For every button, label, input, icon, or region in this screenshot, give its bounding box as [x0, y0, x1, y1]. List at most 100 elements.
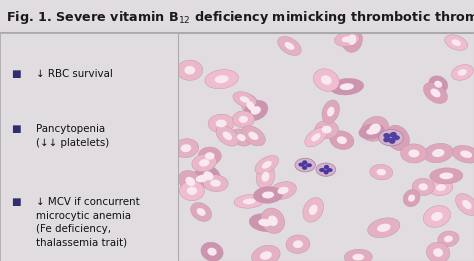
Ellipse shape — [277, 187, 289, 194]
Ellipse shape — [330, 78, 364, 95]
Ellipse shape — [445, 35, 468, 50]
Ellipse shape — [327, 107, 335, 117]
Ellipse shape — [177, 60, 203, 80]
Ellipse shape — [412, 178, 434, 195]
Ellipse shape — [327, 168, 333, 172]
Ellipse shape — [302, 165, 307, 170]
Ellipse shape — [451, 64, 473, 80]
Ellipse shape — [462, 200, 472, 209]
Ellipse shape — [458, 69, 467, 76]
Ellipse shape — [231, 129, 252, 146]
Ellipse shape — [248, 132, 258, 140]
Ellipse shape — [386, 125, 410, 151]
Ellipse shape — [431, 212, 443, 221]
Ellipse shape — [305, 128, 327, 147]
Ellipse shape — [293, 240, 303, 248]
Ellipse shape — [330, 131, 354, 150]
Ellipse shape — [240, 96, 250, 103]
Ellipse shape — [241, 94, 261, 118]
Ellipse shape — [434, 81, 442, 88]
Ellipse shape — [390, 132, 397, 138]
Ellipse shape — [207, 248, 217, 256]
Ellipse shape — [249, 214, 281, 232]
Ellipse shape — [322, 126, 332, 133]
Ellipse shape — [313, 69, 339, 91]
Ellipse shape — [423, 206, 451, 227]
Ellipse shape — [316, 163, 336, 176]
Ellipse shape — [369, 123, 381, 134]
Ellipse shape — [286, 235, 310, 253]
Ellipse shape — [302, 160, 308, 165]
Ellipse shape — [444, 236, 453, 242]
Ellipse shape — [262, 192, 274, 198]
Ellipse shape — [376, 169, 386, 175]
Ellipse shape — [438, 231, 459, 247]
Text: Fig. 1. Severe vitamin B$_{12}$ deficiency mimicking thrombotic thrombocytopenic: Fig. 1. Severe vitamin B$_{12}$ deficien… — [6, 9, 474, 26]
Ellipse shape — [216, 120, 227, 127]
Ellipse shape — [184, 66, 195, 74]
Ellipse shape — [173, 139, 199, 158]
Ellipse shape — [223, 132, 232, 140]
Text: ■: ■ — [10, 124, 20, 134]
Ellipse shape — [456, 194, 474, 215]
Ellipse shape — [439, 173, 453, 179]
Text: ↓ MCV if concurrent
microcytic anemia
(Fe deficiency,
thalassemia trait): ↓ MCV if concurrent microcytic anemia (F… — [36, 197, 139, 248]
Ellipse shape — [408, 194, 415, 202]
Ellipse shape — [342, 36, 352, 42]
Ellipse shape — [268, 215, 278, 226]
Ellipse shape — [392, 135, 400, 140]
Ellipse shape — [244, 100, 268, 121]
Ellipse shape — [181, 144, 191, 152]
Ellipse shape — [368, 218, 400, 238]
Ellipse shape — [198, 147, 221, 165]
Ellipse shape — [383, 137, 391, 142]
Ellipse shape — [321, 75, 332, 85]
Ellipse shape — [306, 163, 312, 167]
Ellipse shape — [401, 144, 427, 163]
Ellipse shape — [185, 177, 195, 186]
Ellipse shape — [379, 129, 403, 146]
Ellipse shape — [319, 168, 325, 172]
Ellipse shape — [322, 100, 339, 123]
Ellipse shape — [311, 133, 320, 141]
Ellipse shape — [335, 32, 359, 46]
Ellipse shape — [237, 134, 246, 141]
Ellipse shape — [451, 39, 461, 46]
Ellipse shape — [429, 76, 447, 92]
Ellipse shape — [252, 245, 280, 261]
Ellipse shape — [408, 150, 419, 157]
Ellipse shape — [315, 120, 338, 139]
Ellipse shape — [403, 189, 420, 207]
Ellipse shape — [180, 181, 204, 201]
Ellipse shape — [261, 208, 285, 234]
Ellipse shape — [284, 42, 294, 50]
Ellipse shape — [262, 161, 272, 169]
Ellipse shape — [258, 219, 272, 226]
Ellipse shape — [260, 251, 272, 260]
Ellipse shape — [234, 194, 264, 208]
Ellipse shape — [370, 164, 393, 180]
Ellipse shape — [187, 169, 218, 188]
Ellipse shape — [262, 172, 269, 182]
Ellipse shape — [197, 208, 206, 216]
Ellipse shape — [432, 149, 445, 157]
Ellipse shape — [201, 242, 223, 261]
Ellipse shape — [243, 199, 255, 204]
Text: ↓ RBC survival: ↓ RBC survival — [36, 69, 112, 79]
Ellipse shape — [196, 175, 209, 182]
Ellipse shape — [191, 203, 212, 221]
Text: Pancytopenia
(↓↓ platelets): Pancytopenia (↓↓ platelets) — [36, 124, 109, 147]
Ellipse shape — [246, 101, 255, 111]
Ellipse shape — [393, 133, 402, 143]
Ellipse shape — [210, 180, 221, 187]
Ellipse shape — [430, 88, 440, 97]
Ellipse shape — [179, 170, 202, 193]
Ellipse shape — [419, 183, 428, 191]
Ellipse shape — [239, 116, 248, 123]
Text: ■: ■ — [10, 69, 20, 79]
Ellipse shape — [203, 171, 214, 180]
Ellipse shape — [196, 165, 221, 187]
Ellipse shape — [205, 70, 238, 89]
Ellipse shape — [337, 136, 347, 144]
Ellipse shape — [352, 254, 364, 260]
